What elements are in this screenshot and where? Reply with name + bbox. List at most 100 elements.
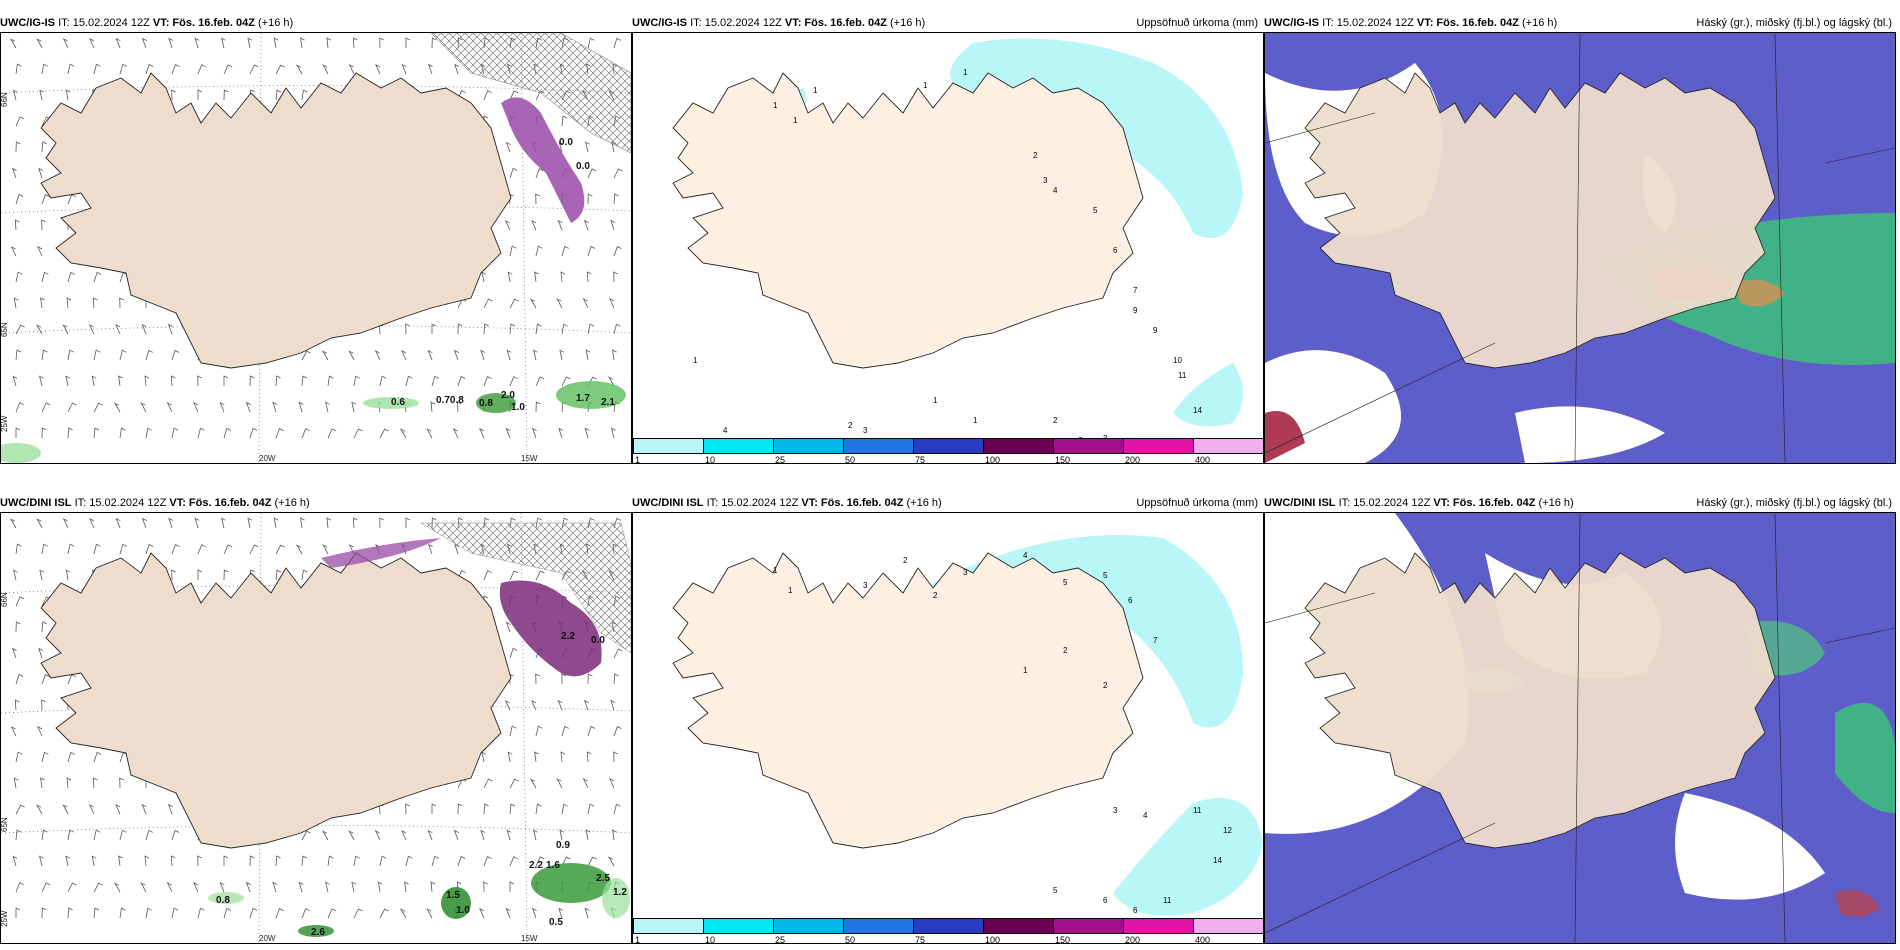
lead-time: (+16 h) — [890, 17, 926, 29]
lat-label: 65N — [1, 322, 9, 337]
precip-value-label: 5 — [1053, 886, 1058, 895]
value-label: 0.6 — [391, 397, 405, 408]
cloud-title: Háský (gr.), miðský (fj.bl.) og lágský (… — [1696, 497, 1892, 509]
value-label: 0.0 — [576, 161, 590, 172]
init-time: IT: 15.02.2024 12Z — [1322, 17, 1414, 29]
lat-label: 25W — [1, 415, 9, 432]
precip-value-label: 1 — [773, 101, 778, 110]
precip-value-label: 6 — [1133, 906, 1138, 915]
precip-value-label: 1 — [773, 566, 778, 575]
value-label: 1.0 — [511, 402, 525, 413]
precip-value-label: 3 — [1043, 176, 1048, 185]
precip-value-label: 1 — [933, 396, 938, 405]
precip-value-label: 4 — [723, 426, 728, 435]
colorbar-tick: 25 — [775, 935, 786, 944]
valid-time: VT: Fös. 16.feb. 04Z — [1433, 497, 1536, 509]
value-label: 0.9 — [556, 840, 570, 851]
value-label: 0.5 — [549, 917, 563, 928]
model-name: UWC/DINI ISL — [1264, 497, 1336, 509]
colorbar: 1 10 25 50 75 100 150 200 400 — [633, 918, 1263, 944]
lon-label: 15W — [521, 934, 538, 943]
precip-value-label: 5 — [1093, 206, 1098, 215]
cloud-map-panel[interactable] — [1264, 32, 1896, 464]
colorbar-segment — [1193, 438, 1263, 454]
wind-map: 20W 15W 66N 65N 25W 0.6 0.70.8 0.8 1.0 2… — [1, 33, 631, 463]
valid-time: VT: Fös. 16.feb. 04Z — [152, 17, 255, 29]
precip-value-label: 6 — [1113, 246, 1118, 255]
colorbar-tick: 75 — [915, 455, 926, 464]
precip-value-label: 4 — [1143, 811, 1148, 820]
colorbar-tick: 10 — [705, 935, 716, 944]
value-label: 1.5 — [446, 890, 460, 901]
precip-value-label: 12 — [1223, 826, 1232, 835]
precip-value-label: 2 — [1033, 151, 1038, 160]
colorbar-tick: 400 — [1195, 935, 1211, 944]
model-name: UWC/DINI ISL — [0, 497, 72, 509]
colorbar-segment — [1053, 438, 1124, 454]
colorbar-segment — [773, 438, 844, 454]
row1-cloud-header: UWC/IG-IS IT: 15.02.2024 12Z VT: Fös. 16… — [1264, 14, 1896, 32]
init-time: IT: 15.02.2024 12Z — [58, 17, 150, 29]
value-label: 2.2 — [529, 860, 543, 871]
precip-map-panel[interactable]: 1122334556711121412234566113 11025507510… — [632, 512, 1264, 944]
iceland-landmass — [40, 72, 512, 369]
precip-map-panel[interactable]: 1111123456791011141231123394 11025507510… — [632, 32, 1264, 464]
colorbar-segment — [703, 438, 774, 454]
colorbar-tick: 25 — [775, 455, 786, 464]
row2-wind-header: UWC/DINI ISL IT: 15.02.2024 12Z VT: Fös.… — [0, 494, 630, 512]
colorbar-tick: 400 — [1195, 455, 1211, 464]
precip-title: Uppsöfnuð úrkoma (mm) — [1136, 17, 1258, 29]
precip-value-label: 5 — [1063, 578, 1068, 587]
colorbar-segment — [843, 918, 914, 934]
colorbar-tick: 100 — [985, 455, 1001, 464]
precip-value-label: 9 — [1133, 306, 1138, 315]
value-label: 2.5 — [596, 873, 610, 884]
colorbar-segment — [1193, 918, 1263, 934]
colorbar-segment — [1123, 918, 1194, 934]
cloud-map — [1265, 33, 1895, 463]
precip-value-label: 4 — [1053, 186, 1058, 195]
precip-value-label: 1 — [793, 116, 798, 125]
wind-map-panel[interactable]: 20W 15W 66N 65N 25W 0.6 0.70.8 0.8 1.0 2… — [0, 32, 632, 464]
precip-value-label: 4 — [1023, 551, 1028, 560]
precip-value-label: 7 — [1153, 636, 1158, 645]
lon-label: 20W — [259, 934, 276, 943]
colorbar: 1 10 25 50 75 100 150 200 400 — [633, 438, 1263, 464]
precip-patch — [501, 97, 585, 223]
colorbar-tick: 1 — [635, 455, 641, 464]
value-label: 0.8 — [479, 398, 493, 409]
colorbar-segment — [913, 438, 984, 454]
iceland-landmass — [672, 552, 1144, 849]
value-label: 0.0 — [559, 137, 573, 148]
init-time: IT: 15.02.2024 12Z — [706, 497, 799, 509]
model-name: UWC/IG-IS — [0, 17, 55, 29]
colorbar-tick: 200 — [1125, 935, 1141, 944]
value-label: 2.2 — [561, 631, 575, 642]
lat-label: 25W — [1, 910, 9, 927]
colorbar-tick: 150 — [1055, 455, 1071, 464]
colorbar-tick: 200 — [1125, 455, 1141, 464]
value-label: 1.2 — [613, 887, 627, 898]
colorbar-tick: 10 — [705, 455, 716, 464]
lead-time: (+16 h) — [1522, 17, 1558, 29]
colorbar-segment — [773, 918, 844, 934]
wind-map-panel[interactable]: 20W 15W 66N 65N 25W 0.8 1.5 1.0 2.6 0.9 … — [0, 512, 632, 944]
value-label: 2.0 — [501, 390, 515, 401]
colorbar-tick: 50 — [845, 455, 856, 464]
value-label: 0.70.8 — [436, 395, 464, 406]
precip-value-label: 2 — [933, 591, 938, 600]
precip-value-label: 2 — [1053, 416, 1058, 425]
row2-cloud-header: UWC/DINI ISL IT: 15.02.2024 12Z VT: Fös.… — [1264, 494, 1896, 512]
cloud-map — [1265, 513, 1895, 943]
cloud-map-panel[interactable] — [1264, 512, 1896, 944]
lead-time: (+16 h) — [906, 497, 942, 509]
precip-value-label: 5 — [1103, 571, 1108, 580]
precip-value-label: 3 — [863, 581, 868, 590]
precip-value-label: 10 — [1173, 356, 1182, 365]
value-label: 2.6 — [311, 927, 325, 938]
precip-value-label: 1 — [1023, 666, 1028, 675]
precip-value-label: 1 — [923, 81, 928, 90]
precip-value-label: 11 — [1163, 896, 1172, 905]
precip-value-label: 2 — [1063, 646, 1068, 655]
precip-title: Uppsöfnuð úrkoma (mm) — [1136, 497, 1258, 509]
